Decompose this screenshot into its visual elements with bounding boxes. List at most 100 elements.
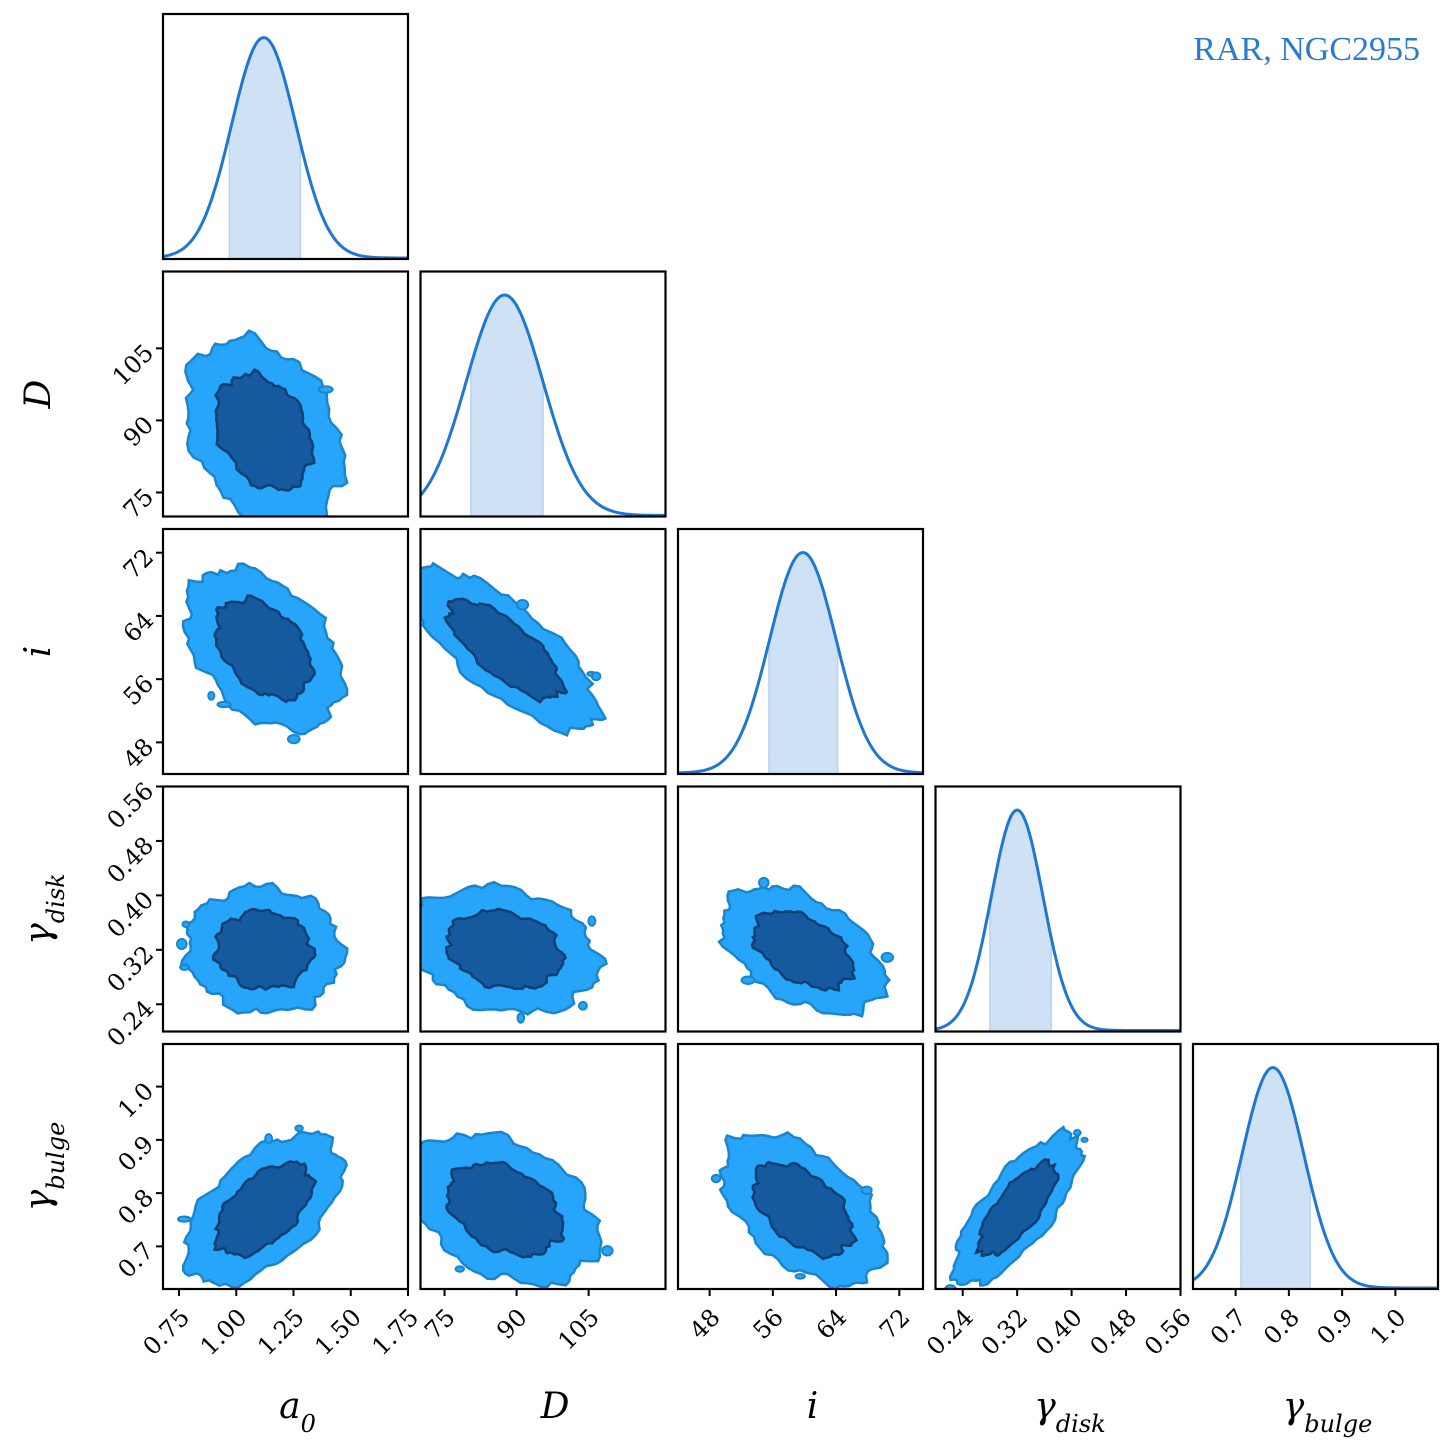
panel-frame (161, 785, 410, 1033)
contour-island (176, 938, 188, 950)
contour-island (294, 1124, 304, 1133)
x-axis-label-D: D (540, 1386, 570, 1427)
inner-contour (751, 1160, 859, 1261)
inner-contour (213, 594, 317, 704)
contour-island (181, 920, 191, 929)
x-axis-label-i: i (807, 1386, 819, 1427)
contour-island (216, 700, 232, 709)
contour-gbulge-vs-D (396, 1042, 667, 1291)
contour-island (587, 915, 597, 927)
y-tick-label: 90 (118, 411, 159, 452)
density-curve (420, 293, 666, 517)
density-curve (678, 550, 923, 774)
contour-island (264, 1133, 274, 1145)
x-tick-label: 1.25 (252, 1303, 310, 1361)
contour-island (176, 1215, 192, 1223)
marginal-D (419, 270, 667, 518)
contour-island (758, 876, 770, 889)
credible-interval-band (989, 809, 1052, 1032)
contour-gdisk-vs-D (419, 785, 667, 1033)
x-tick-label: 90 (491, 1303, 532, 1344)
y-tick-label: 72 (118, 543, 159, 584)
inner-contour (211, 907, 317, 992)
inner-contour (750, 909, 857, 992)
y-axis-label-D: D (18, 379, 59, 409)
inner-contour (443, 597, 569, 704)
credible-interval-band (768, 551, 839, 774)
x-tick-label: 1.0 (1365, 1303, 1412, 1350)
panel-frame (161, 527, 410, 776)
density-curve (163, 36, 408, 259)
credible-interval-band (1240, 1066, 1311, 1289)
x-tick-label: 0.48 (1085, 1303, 1143, 1361)
density-curve (1193, 1065, 1438, 1289)
marginal-i (676, 527, 925, 776)
contour-island (454, 1265, 465, 1273)
y-tick-label: 0.7 (112, 1237, 159, 1284)
x-tick-label: 75 (419, 1303, 460, 1344)
x-tick-label: 64 (811, 1303, 852, 1344)
marginal-a0 (161, 12, 410, 261)
inner-contour (444, 907, 567, 991)
marginal-gbulge (1191, 1042, 1440, 1291)
marginal-gdisk (934, 785, 1182, 1033)
contour-island (207, 690, 216, 701)
x-axis-label-gbulge: γbulge (1283, 1386, 1373, 1438)
panel-frame (161, 12, 410, 261)
y-axis-label-gbulge: γbulge (18, 1122, 70, 1212)
x-tick-label: 1.50 (309, 1303, 367, 1361)
contour-gdisk-vs-i (676, 785, 925, 1033)
panel-frame (419, 527, 667, 776)
contour-island (516, 1012, 526, 1024)
contour-island (577, 1000, 588, 1011)
y-tick-label: 75 (118, 483, 159, 524)
x-tick-label: 56 (748, 1303, 789, 1344)
panel-frame (419, 785, 667, 1033)
contour-D-vs-a0 (161, 270, 410, 518)
contour-island (860, 1185, 873, 1195)
panel-frame (676, 785, 925, 1033)
y-axis-label-gdisk: γdisk (18, 873, 70, 944)
panel-frame (419, 1042, 667, 1291)
contour-island (1080, 1136, 1089, 1143)
x-axis-label-a0: a0 (279, 1386, 316, 1438)
x-tick-label: 0.32 (976, 1303, 1034, 1361)
x-axis-label-gdisk: γdisk (1034, 1386, 1105, 1438)
x-tick-label: 105 (553, 1303, 605, 1355)
panel-frame (161, 270, 410, 518)
plot-title: RAR, NGC2955 (1193, 31, 1420, 68)
y-axis-label-i: i (18, 646, 59, 658)
x-tick-label: 72 (874, 1303, 915, 1344)
y-tick-label: 0.9 (112, 1130, 159, 1177)
contour-island (515, 598, 530, 611)
contour-gbulge-vs-a0 (161, 1042, 410, 1291)
contour-island (601, 1245, 614, 1257)
x-tick-label: 0.7 (1205, 1303, 1252, 1350)
contour-gbulge-vs-i (676, 1042, 925, 1291)
panel-frame (934, 785, 1182, 1033)
y-tick-label: 0.24 (102, 995, 160, 1053)
contour-island (590, 671, 602, 682)
x-tick-label: 0.9 (1311, 1303, 1358, 1350)
contour-gbulge-vs-gdisk (934, 1042, 1182, 1291)
density-curve (935, 808, 1181, 1032)
y-tick-label: 48 (118, 733, 159, 774)
y-tick-label: 0.56 (102, 777, 160, 835)
y-tick-label: 0.48 (102, 831, 160, 889)
inner-contour (212, 1160, 318, 1260)
y-tick-label: 0.40 (102, 886, 160, 944)
contour-island (396, 1160, 408, 1165)
panel-frame (934, 1042, 1182, 1291)
contour-island (286, 733, 301, 745)
contour-i-vs-D (419, 527, 667, 776)
panel-frame (1191, 1042, 1440, 1291)
contour-i-vs-a0 (161, 527, 410, 776)
contour-gdisk-vs-a0 (161, 785, 410, 1033)
contour-island (317, 385, 334, 394)
x-tick-label: 0.56 (1139, 1303, 1197, 1361)
panel-frame (161, 1042, 410, 1291)
y-tick-label: 64 (118, 606, 159, 647)
x-tick-label: 1.00 (195, 1303, 253, 1361)
contour-island (179, 963, 190, 971)
